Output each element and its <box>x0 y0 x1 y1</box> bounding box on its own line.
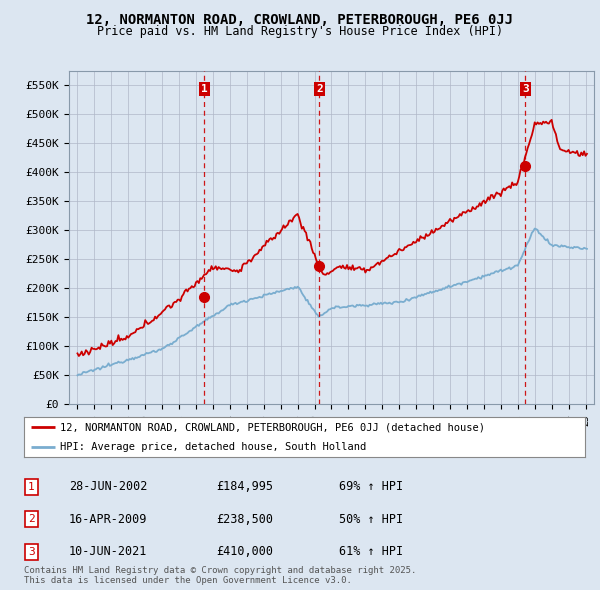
Text: Price paid vs. HM Land Registry's House Price Index (HPI): Price paid vs. HM Land Registry's House … <box>97 25 503 38</box>
Text: 2: 2 <box>316 84 323 94</box>
Text: 12, NORMANTON ROAD, CROWLAND, PETERBOROUGH, PE6 0JJ (detached house): 12, NORMANTON ROAD, CROWLAND, PETERBOROU… <box>61 422 485 432</box>
Text: 3: 3 <box>522 84 529 94</box>
Text: 28-JUN-2002: 28-JUN-2002 <box>69 480 148 493</box>
Text: £184,995: £184,995 <box>216 480 273 493</box>
Text: 10-JUN-2021: 10-JUN-2021 <box>69 545 148 558</box>
Text: 50% ↑ HPI: 50% ↑ HPI <box>339 513 403 526</box>
Text: 3: 3 <box>28 547 35 556</box>
Text: 12, NORMANTON ROAD, CROWLAND, PETERBOROUGH, PE6 0JJ: 12, NORMANTON ROAD, CROWLAND, PETERBOROU… <box>86 13 514 27</box>
Text: £410,000: £410,000 <box>216 545 273 558</box>
Text: 69% ↑ HPI: 69% ↑ HPI <box>339 480 403 493</box>
Text: 2: 2 <box>28 514 35 524</box>
Text: Contains HM Land Registry data © Crown copyright and database right 2025.
This d: Contains HM Land Registry data © Crown c… <box>24 566 416 585</box>
Text: 1: 1 <box>28 482 35 491</box>
Text: £238,500: £238,500 <box>216 513 273 526</box>
Text: 61% ↑ HPI: 61% ↑ HPI <box>339 545 403 558</box>
Text: HPI: Average price, detached house, South Holland: HPI: Average price, detached house, Sout… <box>61 442 367 452</box>
Text: 1: 1 <box>201 84 208 94</box>
Text: 16-APR-2009: 16-APR-2009 <box>69 513 148 526</box>
